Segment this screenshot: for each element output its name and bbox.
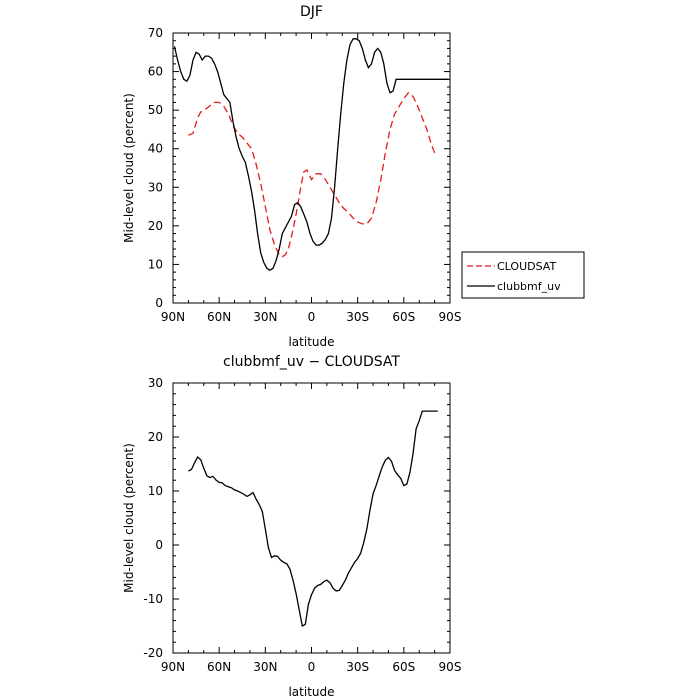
y-tick-label: 70 — [148, 26, 163, 40]
y-tick-label: 60 — [148, 65, 163, 79]
x-tick-label: 30N — [253, 660, 277, 674]
x-tick-label: 0 — [308, 660, 316, 674]
x-tick-label: 60S — [392, 660, 415, 674]
y-tick-label: 0 — [155, 296, 163, 310]
series-line-clubbmf_uv — [173, 38, 449, 271]
x-tick-label: 60S — [392, 310, 415, 324]
legend-entry: CLOUDSAT — [497, 260, 556, 273]
x-tick-label: 60N — [207, 660, 231, 674]
y-tick-label: 20 — [148, 430, 163, 444]
bottom-chart: clubbmf_uv − CLOUDSAT 90N 60N 30N 0 30S 60S 90S… — [122, 354, 461, 699]
x-tick-label: 90N — [161, 310, 185, 324]
y-tick-label: 0 — [155, 538, 163, 552]
y-tick-label: 10 — [148, 257, 163, 271]
legend-entry: clubbmf_uv — [497, 280, 561, 293]
plot-frame — [172, 382, 451, 654]
x-tick-label: 60N — [207, 310, 231, 324]
legend: CLOUDSAT clubbmf_uv — [461, 251, 585, 299]
x-tick-label: 0 — [308, 310, 316, 324]
x-tick-label: 90S — [439, 310, 462, 324]
y-tick-label: 50 — [148, 103, 163, 117]
top-chart: DJF 90N 60N 30N 0 30S 60S 90S 0 10 20 30 40 50 60 70 lat… — [122, 4, 461, 349]
y-tick-label: -10 — [143, 592, 163, 606]
x-axis-label: latitude — [288, 685, 334, 699]
y-tick-label: 30 — [148, 180, 163, 194]
legend-box — [461, 251, 585, 299]
x-tick-label: 30N — [253, 310, 277, 324]
y-tick-label: 20 — [148, 219, 163, 233]
y-axis-label: Mid-level cloud (percent) — [122, 443, 136, 593]
chart-title: clubbmf_uv − CLOUDSAT — [223, 354, 400, 370]
y-tick-label: -20 — [143, 646, 163, 660]
chart-title: DJF — [300, 4, 323, 20]
y-axis-label: Mid-level cloud (percent) — [122, 93, 136, 243]
x-tick-label: 30S — [346, 310, 369, 324]
y-tick-label: 40 — [148, 142, 163, 156]
series-line-difference — [188, 410, 438, 627]
x-tick-label: 90S — [439, 660, 462, 674]
series-line-cloudsat — [188, 91, 437, 258]
y-tick-label: 10 — [148, 484, 163, 498]
plot-frame — [172, 32, 451, 304]
x-tick-label: 90N — [161, 660, 185, 674]
x-tick-label: 30S — [346, 660, 369, 674]
x-axis-label: latitude — [288, 335, 334, 349]
y-tick-label: 30 — [148, 376, 163, 390]
